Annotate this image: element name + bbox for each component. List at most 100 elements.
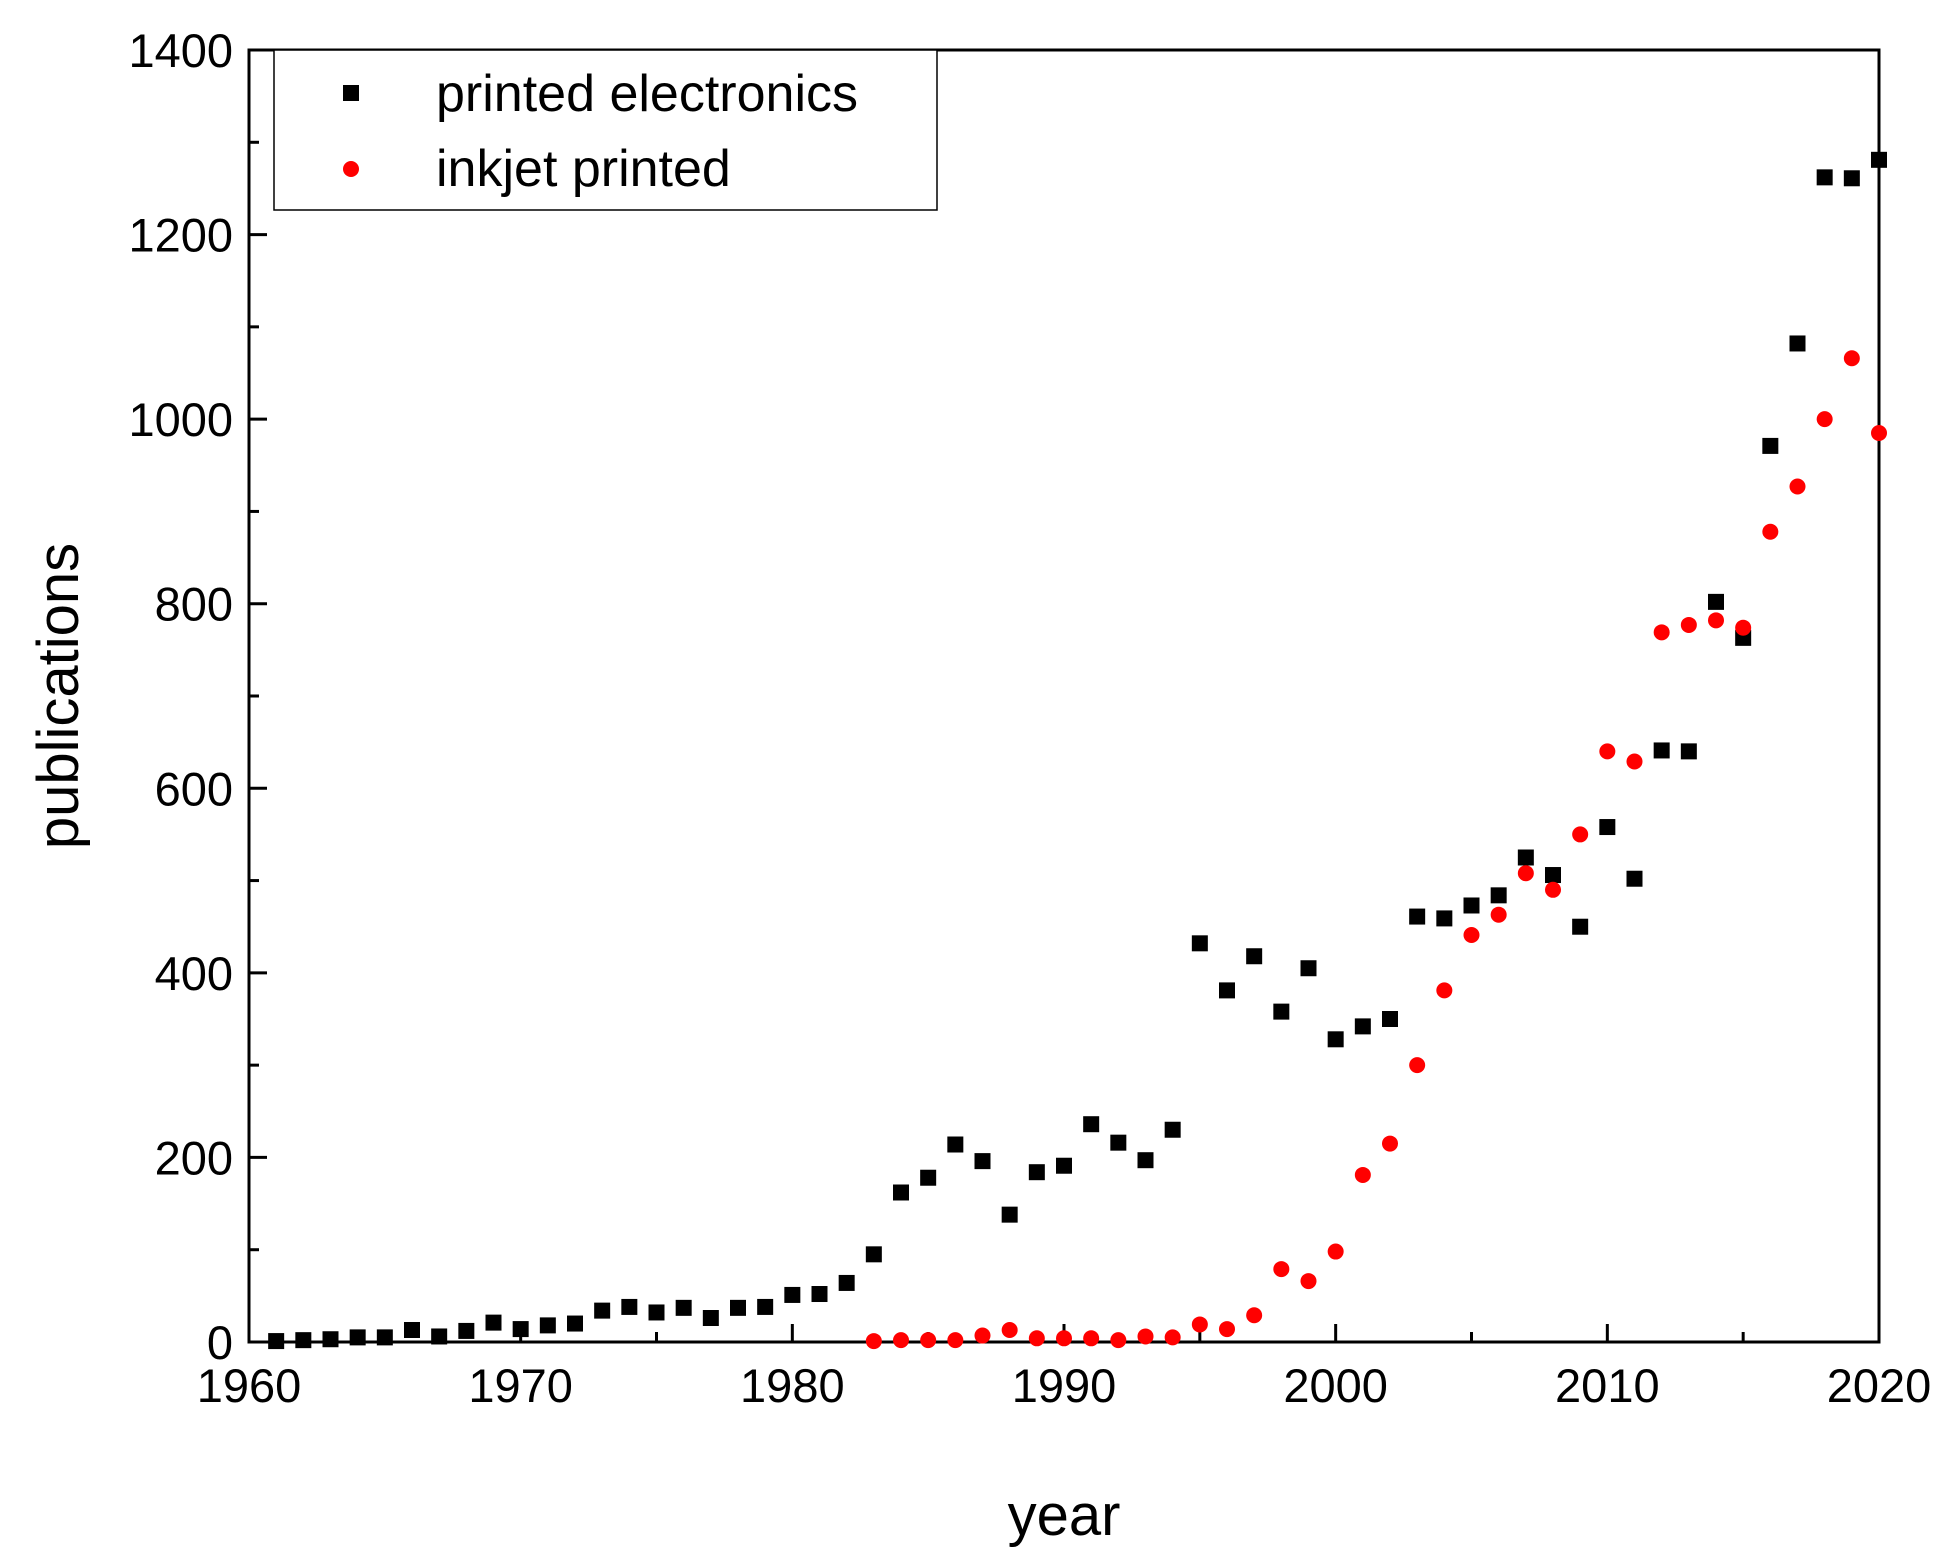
data-point <box>757 1298 774 1315</box>
data-point <box>1599 819 1616 836</box>
data-point <box>268 1333 285 1350</box>
data-point <box>1490 906 1507 923</box>
y-tick-label: 1000 <box>128 393 233 446</box>
y-tick-label: 1200 <box>128 209 233 262</box>
data-point <box>1137 1328 1154 1345</box>
data-point <box>1273 1003 1290 1020</box>
data-point <box>865 1333 882 1350</box>
data-point <box>1708 593 1724 610</box>
data-point <box>893 1184 909 1201</box>
data-point <box>1871 151 1887 168</box>
data-point <box>512 1321 529 1338</box>
data-point <box>1327 1031 1344 1048</box>
data-point <box>1300 1273 1317 1290</box>
data-point <box>1626 753 1643 770</box>
data-point <box>1219 982 1235 999</box>
data-point <box>1599 743 1616 760</box>
series-layer <box>268 151 1887 1350</box>
legend-marker-printed-electronics <box>343 85 359 101</box>
data-point <box>567 1315 583 1332</box>
legend-label-inkjet-printed: inkjet printed <box>436 140 731 198</box>
data-point <box>1436 982 1453 999</box>
x-tick-label: 1990 <box>1012 1359 1117 1412</box>
data-point <box>1409 908 1426 925</box>
data-point <box>1816 411 1833 428</box>
data-point <box>1327 1243 1344 1260</box>
data-point <box>1572 826 1589 843</box>
data-point <box>1083 1330 1100 1347</box>
data-point <box>1789 335 1806 352</box>
data-point <box>893 1332 909 1349</box>
data-point <box>1110 1134 1127 1151</box>
data-point <box>1463 897 1480 914</box>
data-point <box>485 1314 502 1331</box>
data-point <box>1789 478 1806 495</box>
legend: printed electronics inkjet printed <box>273 49 938 211</box>
data-point <box>1490 887 1507 904</box>
x-tick-label: 2010 <box>1555 1359 1660 1412</box>
data-point <box>376 1329 393 1346</box>
data-point <box>1354 1018 1371 1035</box>
data-point <box>1653 624 1670 641</box>
data-point <box>730 1299 746 1316</box>
data-point <box>1409 1057 1426 1074</box>
data-point <box>1001 1322 1018 1339</box>
legend-label-printed-electronics: printed electronics <box>436 65 858 123</box>
data-point <box>838 1274 855 1291</box>
axis-ticks <box>247 48 1881 1344</box>
data-point <box>784 1286 801 1303</box>
y-tick-label: 600 <box>155 762 233 815</box>
data-point <box>1191 1316 1208 1333</box>
data-point <box>1572 918 1589 935</box>
data-point <box>1300 960 1317 977</box>
y-tick-label: 400 <box>155 947 233 1000</box>
data-point <box>458 1322 475 1339</box>
data-point <box>1083 1116 1100 1133</box>
y-tick-label: 800 <box>155 578 233 631</box>
data-point <box>1708 612 1724 629</box>
data-point <box>1246 1307 1263 1324</box>
data-point <box>1463 927 1480 944</box>
data-point <box>1382 1135 1398 1152</box>
data-point <box>1164 1329 1181 1346</box>
data-point <box>1191 935 1208 952</box>
tick-labels: 1960 1970 1980 1990 2000 2010 2020 0 200 400 600 80… <box>128 24 1931 1412</box>
data-point <box>1382 1011 1398 1027</box>
data-point <box>947 1136 964 1153</box>
data-point <box>1219 1321 1235 1338</box>
y-tick-label: 200 <box>155 1131 233 1184</box>
y-axis-title: publications <box>26 543 91 849</box>
data-point <box>1110 1332 1127 1349</box>
legend-box <box>273 49 938 211</box>
data-point <box>1273 1261 1290 1278</box>
data-point <box>920 1169 937 1186</box>
data-point <box>404 1322 420 1339</box>
x-tick-label: 2000 <box>1283 1359 1388 1412</box>
data-point <box>1816 169 1833 186</box>
data-point <box>349 1329 366 1346</box>
data-point <box>1843 350 1860 367</box>
data-point <box>1680 743 1697 760</box>
data-point <box>1626 870 1643 887</box>
data-point <box>1517 849 1534 866</box>
data-point <box>865 1246 882 1263</box>
data-point <box>621 1298 638 1315</box>
x-tick-label: 1980 <box>740 1359 845 1412</box>
data-point <box>702 1310 719 1327</box>
data-point <box>1137 1152 1154 1169</box>
data-point <box>1545 881 1561 898</box>
data-point <box>1735 619 1752 636</box>
y-tick-label: 1400 <box>128 24 233 77</box>
data-point <box>1762 523 1779 540</box>
data-point <box>1680 616 1697 633</box>
data-point <box>539 1317 556 1334</box>
y-tick-label: 0 <box>207 1316 233 1369</box>
plot-frame <box>247 48 1881 1344</box>
data-point <box>1028 1164 1045 1181</box>
data-point <box>811 1286 828 1303</box>
legend-marker-inkjet-printed <box>343 161 359 177</box>
data-point <box>431 1328 448 1345</box>
x-tick-label: 2020 <box>1827 1359 1932 1412</box>
data-point <box>974 1327 991 1344</box>
